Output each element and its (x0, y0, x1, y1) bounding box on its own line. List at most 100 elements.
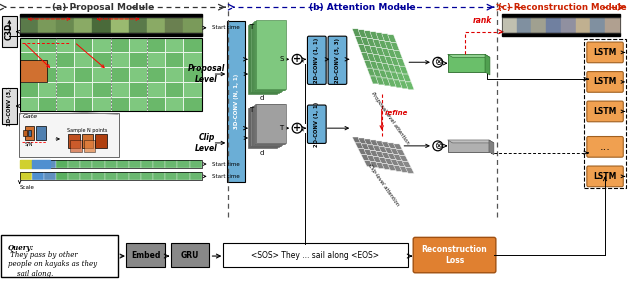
Polygon shape (390, 43, 399, 51)
Bar (129, 38, 147, 53)
Bar (253, 22, 282, 91)
Polygon shape (373, 157, 381, 163)
Bar (129, 160, 141, 168)
Bar (147, 53, 165, 67)
Polygon shape (388, 79, 397, 87)
Text: 2D-CONV (3, 3): 2D-CONV (3, 3) (335, 38, 340, 83)
Polygon shape (388, 35, 397, 43)
FancyBboxPatch shape (19, 113, 119, 157)
Text: T: T (249, 108, 253, 114)
Bar (447, 140, 489, 152)
Bar (165, 67, 184, 82)
Polygon shape (379, 41, 388, 49)
Bar (248, 25, 277, 94)
Bar (32, 172, 44, 180)
Text: d: d (259, 95, 264, 101)
Text: Clip-level attention: Clip-level attention (367, 163, 400, 207)
Text: 2D-CONV (1, 1): 2D-CONV (1, 1) (314, 38, 319, 83)
Text: Query:: Query: (8, 244, 34, 252)
Bar (74, 97, 92, 111)
Polygon shape (390, 57, 399, 65)
Bar (129, 17, 147, 33)
Bar (20, 38, 202, 111)
FancyBboxPatch shape (2, 16, 17, 47)
Polygon shape (397, 150, 405, 156)
Polygon shape (379, 147, 388, 153)
Bar (184, 53, 202, 67)
Text: ⊗: ⊗ (434, 141, 442, 151)
Polygon shape (388, 64, 397, 72)
Polygon shape (405, 82, 414, 90)
Polygon shape (376, 62, 385, 70)
Text: Start time: Start time (212, 174, 239, 179)
Polygon shape (379, 55, 388, 63)
Bar (516, 17, 531, 33)
Text: rank: rank (472, 16, 492, 25)
Bar (20, 60, 47, 82)
Text: C3D: C3D (5, 23, 14, 40)
Text: Scale: Scale (20, 185, 35, 190)
Polygon shape (390, 149, 399, 155)
Polygon shape (397, 161, 405, 166)
Polygon shape (358, 45, 367, 53)
Text: (b) Attention Module: (b) Attention Module (308, 3, 415, 12)
Bar (116, 172, 129, 180)
Polygon shape (364, 45, 373, 53)
Bar (20, 14, 202, 17)
Bar (68, 172, 81, 180)
Polygon shape (388, 49, 397, 57)
FancyBboxPatch shape (307, 36, 326, 84)
Bar (28, 130, 31, 136)
FancyBboxPatch shape (587, 72, 623, 92)
Bar (20, 82, 38, 97)
Bar (38, 67, 56, 82)
Polygon shape (403, 162, 412, 168)
Polygon shape (394, 155, 403, 161)
Bar (255, 21, 285, 90)
Bar (92, 172, 104, 180)
Bar (38, 82, 56, 97)
Bar (129, 67, 147, 82)
Bar (20, 97, 38, 111)
Bar (254, 22, 284, 90)
Polygon shape (399, 156, 408, 162)
Bar (56, 160, 68, 168)
Bar (252, 106, 281, 146)
Bar (68, 134, 80, 148)
Bar (70, 140, 82, 152)
Bar (20, 33, 202, 36)
Polygon shape (373, 54, 381, 62)
Text: They pass by other
people on kayaks as they
    sail along.: They pass by other people on kayaks as t… (8, 251, 97, 277)
Polygon shape (355, 143, 364, 149)
Bar (111, 67, 129, 82)
FancyBboxPatch shape (223, 243, 408, 267)
Bar (165, 97, 184, 111)
Polygon shape (370, 162, 379, 168)
Bar (74, 82, 92, 97)
Bar (165, 53, 184, 67)
Bar (252, 23, 281, 92)
Polygon shape (394, 80, 403, 88)
Bar (56, 38, 74, 53)
Bar (95, 134, 108, 148)
Bar (56, 17, 74, 33)
Polygon shape (399, 66, 408, 74)
Polygon shape (364, 31, 373, 39)
Bar (111, 17, 129, 33)
Bar (20, 38, 38, 53)
Bar (153, 172, 165, 180)
Polygon shape (358, 138, 367, 144)
Polygon shape (370, 47, 379, 54)
Bar (250, 107, 280, 147)
Polygon shape (381, 142, 390, 148)
Polygon shape (381, 78, 390, 86)
Text: LSTM: LSTM (593, 107, 617, 116)
Text: Proposal-level attention: Proposal-level attention (369, 91, 410, 145)
Polygon shape (385, 148, 394, 154)
Bar (147, 67, 165, 82)
Bar (111, 53, 129, 67)
Bar (147, 97, 165, 111)
Bar (44, 172, 56, 180)
Polygon shape (376, 141, 385, 147)
Polygon shape (381, 153, 390, 159)
